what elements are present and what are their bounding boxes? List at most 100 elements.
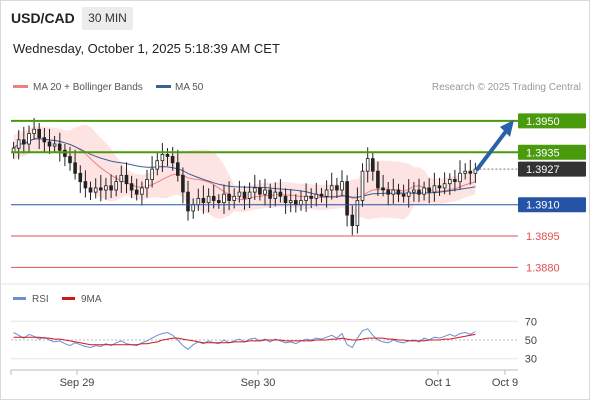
price-panel: 1.3950 1.3935 1.3927 1.3910 1.3895 1.3880 <box>11 113 586 274</box>
x-tick-label: Sep 29 <box>60 377 95 389</box>
level-label-1-3910-bg <box>518 197 586 213</box>
candle-body <box>63 149 67 157</box>
candle-body <box>247 191 252 199</box>
candle-body <box>258 187 262 195</box>
candle-body <box>437 185 442 189</box>
candle-body <box>227 193 231 201</box>
candle-body <box>381 187 385 191</box>
candle-body <box>237 191 242 197</box>
level-label-1-3950-bg <box>518 113 586 129</box>
candle-body <box>47 141 52 147</box>
candle-body <box>335 185 339 191</box>
level-label-1-3910: 1.3910 <box>526 200 560 212</box>
level-label-1-3950: 1.3950 <box>526 116 560 128</box>
timeframe-button[interactable]: 30 MIN <box>82 7 133 30</box>
ma9-legend-swatch <box>62 297 75 300</box>
candle-body <box>119 174 124 183</box>
candle-body <box>283 195 288 204</box>
projection-arrow-head <box>500 119 514 137</box>
candle-body <box>191 204 196 212</box>
candle-body <box>304 195 308 201</box>
candle-body <box>104 185 108 191</box>
candle-body <box>42 137 47 143</box>
ma20-legend-label: MA 20 + Bollinger Bands <box>33 82 143 93</box>
copyright-text: Research © 2025 Trading Central <box>432 82 581 93</box>
candle-body <box>401 193 406 197</box>
candle-body <box>432 185 437 193</box>
candle-body <box>396 189 401 195</box>
ma50-legend-swatch <box>156 85 171 88</box>
candle-body <box>376 170 380 189</box>
rsi-legend-swatch <box>13 297 26 300</box>
candle-body <box>52 143 57 147</box>
rsi-line <box>13 328 476 350</box>
candle-body <box>293 200 298 206</box>
bollinger-band <box>13 124 476 220</box>
candle-body <box>134 189 139 195</box>
x-tick-label: Oct 9 <box>492 377 518 389</box>
candle-body <box>360 170 365 201</box>
candle-body <box>73 162 77 174</box>
candle-body <box>263 189 267 195</box>
candle-body <box>181 174 185 193</box>
candle-body <box>324 189 329 197</box>
candle-body <box>155 160 160 170</box>
pair-title: USD/CAD <box>11 10 75 26</box>
candle-body <box>370 158 375 172</box>
candle-body <box>422 187 426 195</box>
ma50-legend-label: MA 50 <box>175 82 204 93</box>
x-axis: Sep 29 Sep 30 Oct 1 Oct 9 <box>10 370 518 389</box>
ma20-legend-swatch <box>13 85 28 88</box>
candle-body <box>211 195 216 201</box>
candle-body <box>350 214 355 227</box>
level-label-1-3910-group: 1.3910 <box>518 197 586 213</box>
candle-body <box>345 181 349 216</box>
candle-body <box>114 181 119 191</box>
rsi-tick-30: 30 <box>525 354 537 366</box>
candle-body <box>93 187 98 193</box>
rsi-panel: 70 50 30 <box>11 316 537 366</box>
candle-body <box>453 179 457 182</box>
candle-body <box>78 172 83 183</box>
candle-body <box>386 189 390 195</box>
candle-body <box>406 191 411 197</box>
candle-body <box>68 156 72 164</box>
candle-body <box>37 128 41 139</box>
candle-body <box>232 195 237 201</box>
level-label-1-3880: 1.3880 <box>526 262 560 274</box>
candle-body <box>83 181 88 189</box>
candle-body <box>16 139 21 149</box>
candle-body <box>129 183 134 191</box>
candle-body <box>442 183 447 189</box>
ma9-legend-label: 9MA <box>81 294 102 305</box>
candle-body <box>160 153 165 162</box>
candle-body <box>186 191 190 212</box>
level-label-1-3935-bg <box>518 144 586 160</box>
candle-body <box>242 191 247 199</box>
candle-body <box>140 187 144 195</box>
candle-body <box>32 128 36 134</box>
candle-body <box>468 170 473 174</box>
candle-body <box>355 200 360 227</box>
level-label-1-3927-group: 1.3927 <box>518 161 586 177</box>
candle-body <box>252 187 257 193</box>
candle-body <box>417 189 421 195</box>
candle-body <box>329 185 334 191</box>
projection-arrow-shaft <box>475 127 509 172</box>
x-tick-label: Sep 30 <box>241 377 276 389</box>
candle-body <box>99 187 103 191</box>
candle-body <box>427 187 431 193</box>
rsi-tick-70: 70 <box>525 316 537 328</box>
candle-body <box>88 187 93 193</box>
level-label-1-3927: 1.3927 <box>526 164 560 176</box>
candle-body <box>447 179 452 185</box>
candle-body <box>206 195 211 204</box>
timestamp: Wednesday, October 1, 2025 5:18:39 AM CE… <box>13 41 280 56</box>
candle-body <box>314 193 319 199</box>
candle-body <box>165 153 170 157</box>
candle-body <box>109 185 113 191</box>
candle-body <box>365 158 370 172</box>
rsi-legend-label: RSI <box>32 294 49 305</box>
candle-body <box>288 200 293 203</box>
level-label-1-3927-bg <box>518 161 586 177</box>
